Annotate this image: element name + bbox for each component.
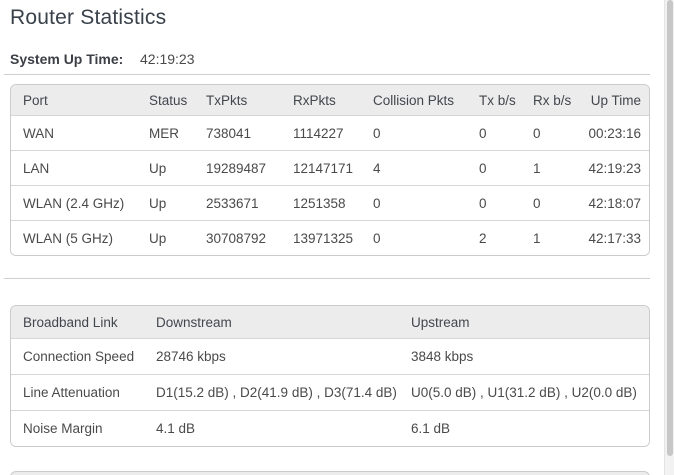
next-table-header-partial	[10, 471, 650, 475]
port-stats-table: Port Status TxPkts RxPkts Collision Pkts…	[10, 84, 650, 256]
cell-upstream: 3848 kbps	[411, 349, 474, 364]
cell-txpkts: 30708792	[206, 230, 267, 246]
cell-txpkts: 2533671	[206, 195, 259, 211]
cell-label: Connection Speed	[23, 349, 135, 364]
header-cell-rx-bs: Rx b/s	[533, 92, 572, 108]
port-table-header-row: Port Status TxPkts RxPkts Collision Pkts…	[11, 85, 649, 115]
vertical-scrollbar[interactable]	[664, 0, 674, 475]
system-up-time-label: System Up Time:	[10, 51, 124, 67]
cell-rx-bs: 0	[533, 195, 541, 211]
page-title: Router Statistics	[10, 6, 167, 29]
cell-upstream: U0(5.0 dB) , U1(31.2 dB) , U2(0.0 dB)	[411, 385, 637, 400]
cell-rxpkts: 13971325	[293, 230, 354, 246]
cell-collision-pkts: 4	[373, 160, 381, 176]
table-row-connection-speed: Connection Speed 28746 kbps 3848 kbps	[11, 338, 649, 374]
cell-label: Line Attenuation	[23, 385, 120, 400]
system-up-time-value: 42:19:23	[140, 51, 195, 67]
cell-collision-pkts: 0	[373, 195, 381, 211]
cell-tx-bs: 0	[479, 125, 487, 141]
cell-txpkts: 19289487	[206, 160, 267, 176]
header-cell-broadband-link: Broadband Link	[23, 314, 118, 330]
cell-collision-pkts: 0	[373, 230, 381, 246]
separator-middle	[4, 278, 650, 279]
broadband-table-header-row: Broadband Link Downstream Upstream	[11, 306, 649, 338]
cell-port: WAN	[23, 125, 54, 141]
cell-port: WLAN (2.4 GHz)	[23, 195, 125, 211]
header-cell-downstream: Downstream	[156, 314, 232, 330]
cell-up-time: 42:18:07	[588, 195, 641, 211]
cell-status: MER	[149, 125, 179, 141]
table-row-wlan-24: WLAN (2.4 GHz) Up 2533671 1251358 0 0 0 …	[11, 185, 649, 220]
cell-up-time: 42:19:23	[588, 160, 641, 176]
header-cell-up-time: Up Time	[590, 92, 641, 108]
cell-rxpkts: 1251358	[293, 195, 346, 211]
cell-rxpkts: 1114227	[293, 125, 344, 141]
table-row-wlan-5: WLAN (5 GHz) Up 30708792 13971325 0 2 1 …	[11, 220, 649, 255]
cell-rxpkts: 12147171	[293, 160, 354, 176]
cell-tx-bs: 0	[479, 160, 487, 176]
header-cell-port: Port	[23, 92, 48, 108]
broadband-link-table: Broadband Link Downstream Upstream Conne…	[10, 305, 650, 447]
scrollbar-thumb[interactable]	[667, 0, 673, 456]
cell-up-time: 42:17:33	[588, 230, 641, 246]
cell-tx-bs: 2	[479, 230, 487, 246]
cell-rx-bs: 1	[533, 160, 541, 176]
cell-port: WLAN (5 GHz)	[23, 230, 114, 246]
cell-collision-pkts: 0	[373, 125, 381, 141]
header-cell-txpkts: TxPkts	[206, 92, 248, 108]
header-cell-collision-pkts: Collision Pkts	[373, 92, 455, 108]
system-up-time: System Up Time: 42:19:23	[10, 51, 195, 67]
header-cell-tx-bs: Tx b/s	[479, 92, 516, 108]
cell-upstream: 6.1 dB	[411, 421, 451, 436]
cell-status: Up	[149, 230, 167, 246]
cell-tx-bs: 0	[479, 195, 487, 211]
cell-rx-bs: 1	[533, 230, 541, 246]
table-row-noise-margin: Noise Margin 4.1 dB 6.1 dB	[11, 410, 649, 446]
table-row-lan: LAN Up 19289487 12147171 4 0 1 42:19:23	[11, 150, 649, 185]
header-cell-upstream: Upstream	[411, 314, 470, 330]
separator-top	[4, 74, 650, 75]
cell-port: LAN	[23, 160, 50, 176]
cell-status: Up	[149, 195, 167, 211]
header-cell-status: Status	[149, 92, 188, 108]
table-row-wan: WAN MER 738041 1114227 0 0 0 00:23:16	[11, 115, 649, 150]
cell-downstream: D1(15.2 dB) , D2(41.9 dB) , D3(71.4 dB)	[156, 385, 397, 400]
cell-up-time: 00:23:16	[588, 125, 641, 141]
cell-rx-bs: 0	[533, 125, 541, 141]
header-cell-rxpkts: RxPkts	[293, 92, 336, 108]
cell-label: Noise Margin	[23, 421, 103, 436]
cell-status: Up	[149, 160, 167, 176]
cell-txpkts: 738041	[206, 125, 252, 141]
cell-downstream: 4.1 dB	[156, 421, 196, 436]
table-row-line-attenuation: Line Attenuation D1(15.2 dB) , D2(41.9 d…	[11, 374, 649, 410]
cell-downstream: 28746 kbps	[156, 349, 226, 364]
